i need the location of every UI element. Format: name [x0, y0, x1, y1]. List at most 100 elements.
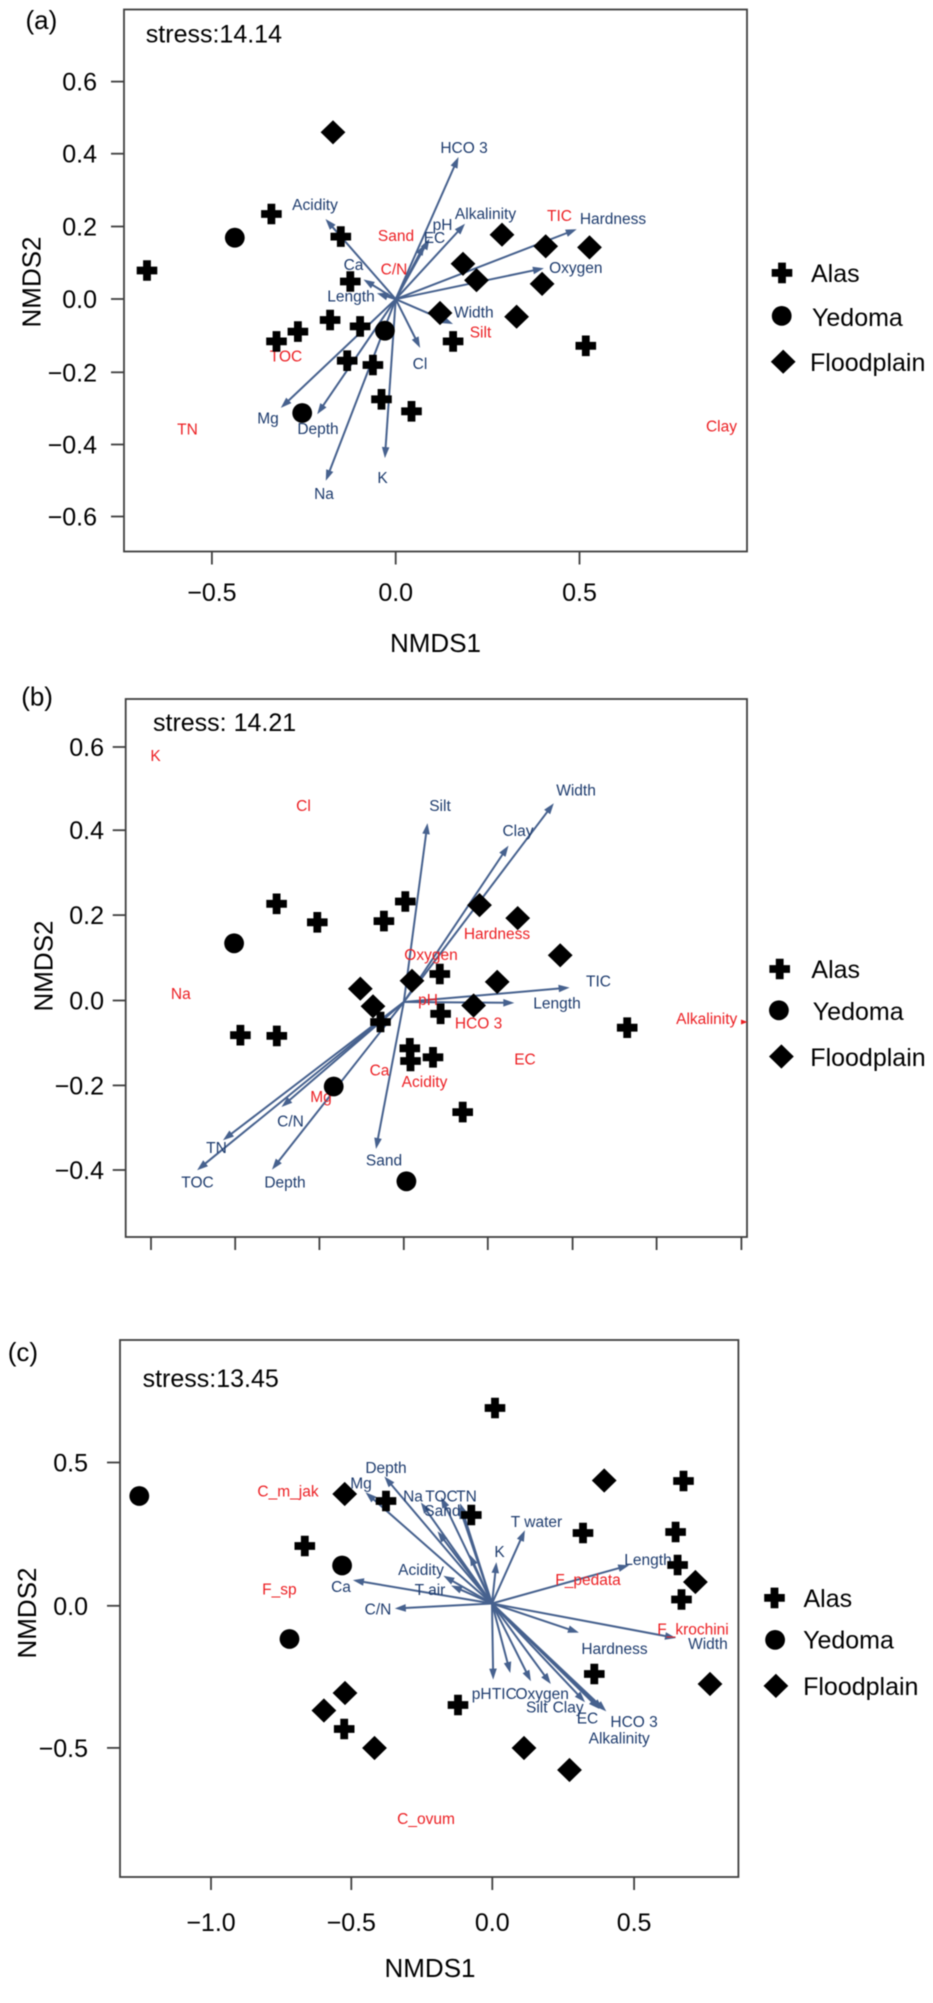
svg-text:TIC: TIC	[547, 208, 572, 225]
svg-text:K: K	[150, 748, 161, 765]
svg-text:0.0: 0.0	[378, 579, 413, 607]
svg-text:Oxygen: Oxygen	[549, 260, 602, 277]
svg-text:Acidity: Acidity	[292, 197, 338, 214]
svg-text:0.0: 0.0	[69, 988, 104, 1016]
svg-text:Silt: Silt	[429, 798, 451, 815]
svg-text:−0.4: −0.4	[48, 432, 97, 460]
svg-text:NMDS1: NMDS1	[390, 628, 481, 658]
svg-text:Floodplain: Floodplain	[803, 1673, 918, 1701]
svg-text:C_m_jak: C_m_jak	[257, 1484, 318, 1501]
svg-text:Mg: Mg	[257, 411, 279, 428]
svg-text:C/N: C/N	[365, 1602, 392, 1619]
svg-text:Yedoma: Yedoma	[812, 304, 903, 332]
svg-text:F_sp: F_sp	[262, 1582, 296, 1599]
svg-text:−0.4: −0.4	[55, 1157, 104, 1185]
svg-text:0.6: 0.6	[69, 734, 104, 762]
svg-text:TN: TN	[206, 1140, 227, 1157]
svg-text:Clay: Clay	[502, 823, 533, 840]
svg-text:EC: EC	[577, 1711, 599, 1728]
svg-text:Silt: Silt	[470, 325, 492, 342]
svg-text:TOC: TOC	[425, 1489, 457, 1506]
svg-text:0.5: 0.5	[562, 579, 597, 607]
svg-text:Ca: Ca	[331, 1579, 351, 1596]
svg-text:Yedoma: Yedoma	[813, 998, 904, 1026]
svg-text:NMDS2: NMDS2	[12, 1567, 42, 1658]
svg-text:stress:14.14: stress:14.14	[146, 21, 282, 49]
svg-text:Depth: Depth	[297, 421, 338, 438]
svg-text:T water: T water	[511, 1514, 562, 1531]
svg-text:EC: EC	[514, 1052, 536, 1069]
svg-text:Na: Na	[403, 1489, 423, 1506]
svg-text:Alas: Alas	[811, 260, 860, 288]
svg-text:0.0: 0.0	[53, 1593, 88, 1621]
svg-text:TN: TN	[456, 1489, 477, 1506]
svg-text:Alas: Alas	[804, 1585, 853, 1613]
svg-text:Cl: Cl	[413, 356, 428, 373]
svg-text:0.0: 0.0	[62, 286, 97, 314]
svg-text:Na: Na	[171, 986, 191, 1003]
svg-text:Sand: Sand	[366, 1153, 402, 1170]
svg-text:EC: EC	[424, 230, 446, 247]
svg-text:Clay: Clay	[706, 419, 737, 436]
svg-text:Hardness: Hardness	[464, 926, 531, 943]
svg-text:TOC: TOC	[270, 349, 302, 366]
svg-text:(b): (b)	[21, 682, 53, 712]
svg-text:−1.0: −1.0	[186, 1909, 235, 1937]
svg-text:0.5: 0.5	[617, 1909, 652, 1937]
svg-text:Alas: Alas	[811, 956, 860, 984]
svg-text:Alkalinity: Alkalinity	[589, 1731, 650, 1748]
svg-text:Length: Length	[533, 996, 580, 1013]
svg-text:Width: Width	[454, 305, 494, 322]
svg-text:Depth: Depth	[365, 1460, 406, 1477]
svg-text:TIC: TIC	[586, 974, 611, 991]
svg-text:TOC: TOC	[181, 1175, 213, 1192]
svg-text:Silt: Silt	[526, 1700, 548, 1717]
svg-text:NMDS1: NMDS1	[384, 1953, 475, 1983]
svg-text:Yedoma: Yedoma	[803, 1627, 894, 1655]
svg-text:pH: pH	[472, 1686, 492, 1703]
svg-text:Cl: Cl	[296, 798, 311, 815]
svg-text:Hardness: Hardness	[580, 211, 647, 228]
svg-text:stress:13.45: stress:13.45	[143, 1365, 279, 1393]
svg-text:C_ovum: C_ovum	[397, 1811, 455, 1828]
svg-text:pH: pH	[433, 217, 453, 234]
svg-text:Hardness: Hardness	[581, 1641, 648, 1658]
svg-text:0.2: 0.2	[62, 214, 97, 242]
svg-text:0.0: 0.0	[475, 1909, 510, 1937]
svg-text:0.6: 0.6	[62, 69, 97, 97]
svg-text:Mg: Mg	[310, 1089, 332, 1106]
svg-text:Width: Width	[556, 783, 596, 800]
svg-text:Acidity: Acidity	[402, 1074, 448, 1091]
svg-text:−0.5: −0.5	[327, 1909, 376, 1937]
svg-text:Oxygen: Oxygen	[515, 1686, 568, 1703]
svg-text:HCO 3: HCO 3	[440, 140, 487, 157]
svg-text:(a): (a)	[26, 5, 58, 35]
svg-text:−0.5: −0.5	[39, 1735, 88, 1763]
svg-text:Alkalinity: Alkalinity	[455, 206, 516, 223]
svg-text:C/N: C/N	[277, 1114, 304, 1131]
svg-text:−0.2: −0.2	[55, 1072, 104, 1100]
svg-text:HCO 3: HCO 3	[610, 1714, 657, 1731]
svg-text:(c): (c)	[8, 1337, 38, 1367]
svg-text:F_pedata: F_pedata	[555, 1572, 621, 1589]
svg-text:TIC: TIC	[492, 1686, 517, 1703]
svg-text:NMDS2: NMDS2	[16, 236, 46, 327]
svg-text:Length: Length	[624, 1552, 671, 1569]
svg-text:pH: pH	[418, 992, 438, 1009]
svg-text:stress: 14.21: stress: 14.21	[153, 709, 296, 737]
svg-text:−0.2: −0.2	[48, 359, 97, 387]
svg-text:Mg: Mg	[350, 1476, 372, 1493]
svg-text:Clay: Clay	[553, 1700, 584, 1717]
svg-text:K: K	[494, 1544, 505, 1561]
svg-text:Oxygen: Oxygen	[404, 947, 457, 964]
svg-text:Na: Na	[314, 486, 334, 503]
svg-text:0.2: 0.2	[69, 902, 104, 930]
svg-text:Sand: Sand	[424, 1503, 460, 1520]
svg-text:Ca: Ca	[370, 1063, 390, 1080]
svg-text:−0.6: −0.6	[48, 504, 97, 532]
svg-text:0.4: 0.4	[62, 141, 97, 169]
svg-text:Floodplain: Floodplain	[810, 1044, 925, 1072]
svg-text:Width: Width	[688, 1636, 728, 1653]
svg-text:−0.5: −0.5	[187, 579, 236, 607]
svg-text:Floodplain: Floodplain	[810, 349, 925, 377]
